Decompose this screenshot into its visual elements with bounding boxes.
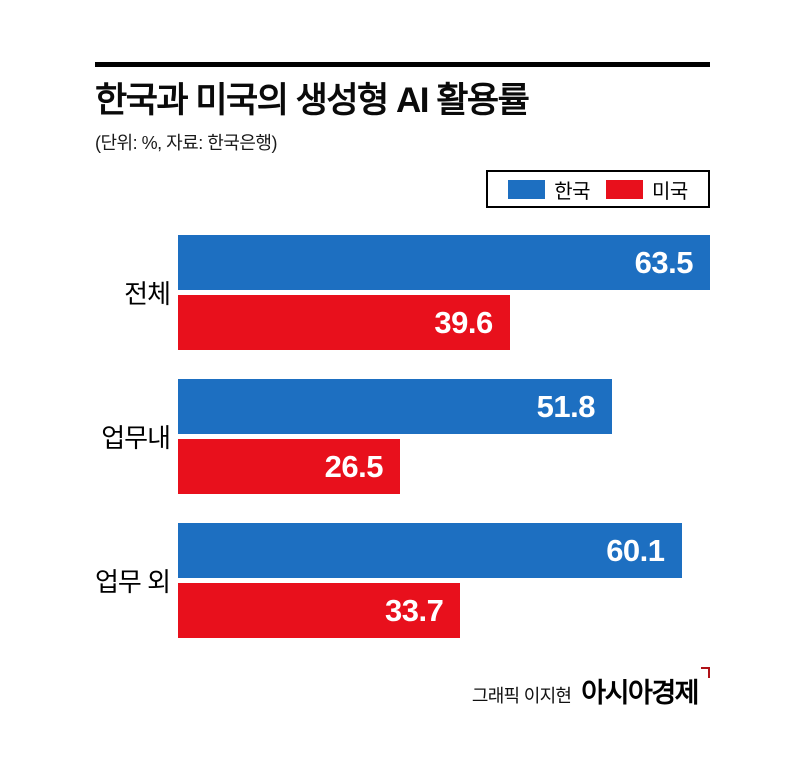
- chart-group-at-work: 업무내 51.8 26.5: [95, 379, 710, 494]
- chart-subtitle: (단위: %, 자료: 한국은행): [95, 133, 277, 153]
- category-label: 전체: [124, 279, 171, 309]
- bar-pair: 60.1 33.7: [178, 523, 710, 638]
- legend-label-usa: 미국: [652, 180, 688, 203]
- bar-usa: 39.6: [178, 295, 510, 350]
- brand-logo: 아시아경제: [581, 667, 710, 710]
- bar-usa: 26.5: [178, 439, 400, 494]
- value-label: 51.8: [536, 388, 596, 424]
- value-label: 39.6: [434, 304, 493, 340]
- value-label: 33.7: [384, 592, 444, 628]
- chart-group-outside-work: 업무 외 60.1 33.7: [95, 523, 710, 638]
- chart-group-total: 전체 63.5 39.6: [95, 235, 710, 350]
- legend-item-usa: 미국: [606, 175, 688, 204]
- value-label: 60.1: [606, 532, 665, 568]
- bar-pair: 51.8 26.5: [178, 379, 710, 494]
- top-rule: [95, 62, 710, 67]
- value-label: 26.5: [324, 448, 384, 484]
- bar-pair: 63.5 39.6: [178, 235, 710, 350]
- bar-korea: 63.5: [178, 235, 710, 290]
- legend-swatch-korea: [508, 179, 546, 199]
- value-label: 63.5: [634, 244, 694, 280]
- brand-mark-icon: [701, 667, 710, 678]
- bar-korea: 51.8: [178, 379, 612, 434]
- footer: 그래픽 이지현 아시아경제: [95, 667, 710, 710]
- graphic-credit: 그래픽 이지현: [471, 686, 572, 706]
- category-label: 업무 외: [95, 567, 171, 597]
- legend-item-korea: 한국: [508, 175, 590, 204]
- legend: 한국 미국: [486, 170, 710, 208]
- page-title: 한국과 미국의 생성형 AI 활용률: [95, 81, 530, 120]
- bar-korea: 60.1: [178, 523, 682, 578]
- bar-chart: 전체 63.5 39.6 업무내 51.8 26.5: [95, 235, 710, 638]
- bar-usa: 33.7: [178, 583, 461, 638]
- legend-label-korea: 한국: [554, 180, 590, 203]
- legend-swatch-usa: [606, 179, 643, 199]
- infographic: 한국과 미국의 생성형 AI 활용률 (단위: %, 자료: 한국은행) 한국 …: [95, 0, 710, 710]
- category-label: 업무내: [101, 423, 171, 453]
